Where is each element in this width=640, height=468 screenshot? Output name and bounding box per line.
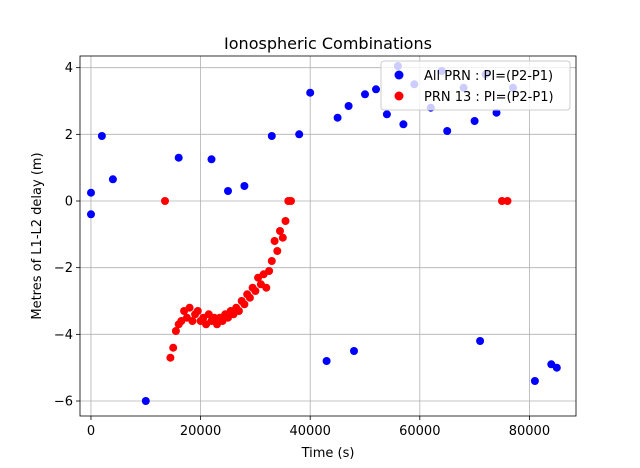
all-prn-point bbox=[108, 175, 117, 184]
legend-label-all-prn: All PRN : PI=(P2-P1) bbox=[424, 69, 553, 84]
prn13-point bbox=[161, 197, 169, 205]
y-axis-label: Metres of L1-L2 delay (m) bbox=[30, 152, 45, 319]
prn13-point bbox=[210, 313, 219, 322]
prn13-point bbox=[265, 267, 274, 275]
legend-marker-all-prn bbox=[394, 70, 404, 80]
all-prn-point bbox=[207, 155, 216, 164]
prn13-point bbox=[273, 247, 282, 255]
all-prn-point bbox=[306, 88, 315, 97]
x-tick-label: 80000 bbox=[509, 424, 550, 439]
legend-marker-prn13 bbox=[394, 91, 404, 101]
prn13-point bbox=[245, 293, 254, 302]
all-prn-point bbox=[174, 153, 183, 162]
all-prn-point bbox=[530, 377, 539, 385]
prn13-points bbox=[161, 197, 512, 362]
prn13-point bbox=[188, 317, 197, 325]
all-prn-point bbox=[322, 357, 331, 365]
all-prn-point bbox=[492, 108, 501, 117]
all-prn-point bbox=[295, 130, 304, 139]
all-prn-point bbox=[97, 132, 106, 140]
y-tick-label: 2 bbox=[65, 128, 73, 143]
prn13-point bbox=[498, 197, 506, 205]
prn13-point bbox=[503, 197, 512, 205]
x-tick-label: 20000 bbox=[180, 424, 221, 439]
prn13-point bbox=[287, 197, 295, 205]
all-prn-point bbox=[87, 188, 95, 197]
all-prn-point bbox=[382, 110, 391, 119]
prn13-point bbox=[193, 307, 202, 315]
prn13-point bbox=[169, 343, 178, 352]
x-tick-label: 60000 bbox=[399, 424, 440, 439]
prn13-point bbox=[267, 257, 276, 265]
prn13-point bbox=[281, 217, 290, 225]
all-prn-point bbox=[443, 127, 452, 135]
prn13-point bbox=[234, 307, 243, 315]
x-tick-label: 40000 bbox=[290, 424, 331, 439]
chart-title: Ionospheric Combinations bbox=[224, 34, 432, 53]
prn13-point bbox=[185, 303, 194, 312]
prn13-point bbox=[270, 237, 279, 245]
y-tick-label: −6 bbox=[54, 395, 73, 410]
all-prn-point bbox=[470, 117, 479, 125]
prn13-point bbox=[278, 233, 287, 242]
all-prn-point bbox=[267, 132, 276, 140]
legend-label-prn13: PRN 13 : PI=(P2-P1) bbox=[424, 90, 554, 105]
all-prn-point bbox=[350, 347, 358, 355]
all-prn-point bbox=[87, 210, 95, 219]
all-prn-point bbox=[344, 102, 353, 110]
x-axis-label: Time (s) bbox=[301, 446, 355, 461]
all-prn-point bbox=[399, 120, 408, 129]
y-tick-label: 0 bbox=[65, 195, 73, 210]
grid-lines bbox=[80, 56, 576, 416]
all-prn-point bbox=[141, 397, 150, 405]
plot-frame bbox=[79, 55, 577, 417]
prn13-point bbox=[262, 283, 271, 292]
prn13-point bbox=[171, 327, 180, 335]
y-tick-label: 4 bbox=[65, 61, 73, 76]
y-tick-label: −2 bbox=[54, 261, 73, 276]
all-prn-point bbox=[361, 90, 369, 99]
all-prn-points bbox=[87, 62, 561, 405]
all-prn-point bbox=[372, 85, 380, 94]
prn13-point bbox=[251, 287, 260, 295]
prn13-point bbox=[240, 300, 249, 309]
legend: All PRN : PI=(P2-P1) PRN 13 : PI=(P2-P1) bbox=[380, 60, 571, 111]
all-prn-point bbox=[224, 187, 232, 195]
y-tick-label: −4 bbox=[54, 328, 73, 343]
legend-box bbox=[380, 60, 571, 111]
all-prn-point bbox=[552, 363, 561, 372]
x-tick-label: 0 bbox=[87, 424, 95, 439]
axis-ticks: 0 20000 40000 60000 80000 −6 −4 −2 0 2 4 bbox=[54, 61, 550, 439]
all-prn-point bbox=[333, 113, 342, 122]
all-prn-point bbox=[476, 337, 485, 345]
prn13-point bbox=[166, 353, 175, 362]
prn13-point bbox=[276, 227, 284, 235]
all-prn-point bbox=[240, 182, 249, 190]
